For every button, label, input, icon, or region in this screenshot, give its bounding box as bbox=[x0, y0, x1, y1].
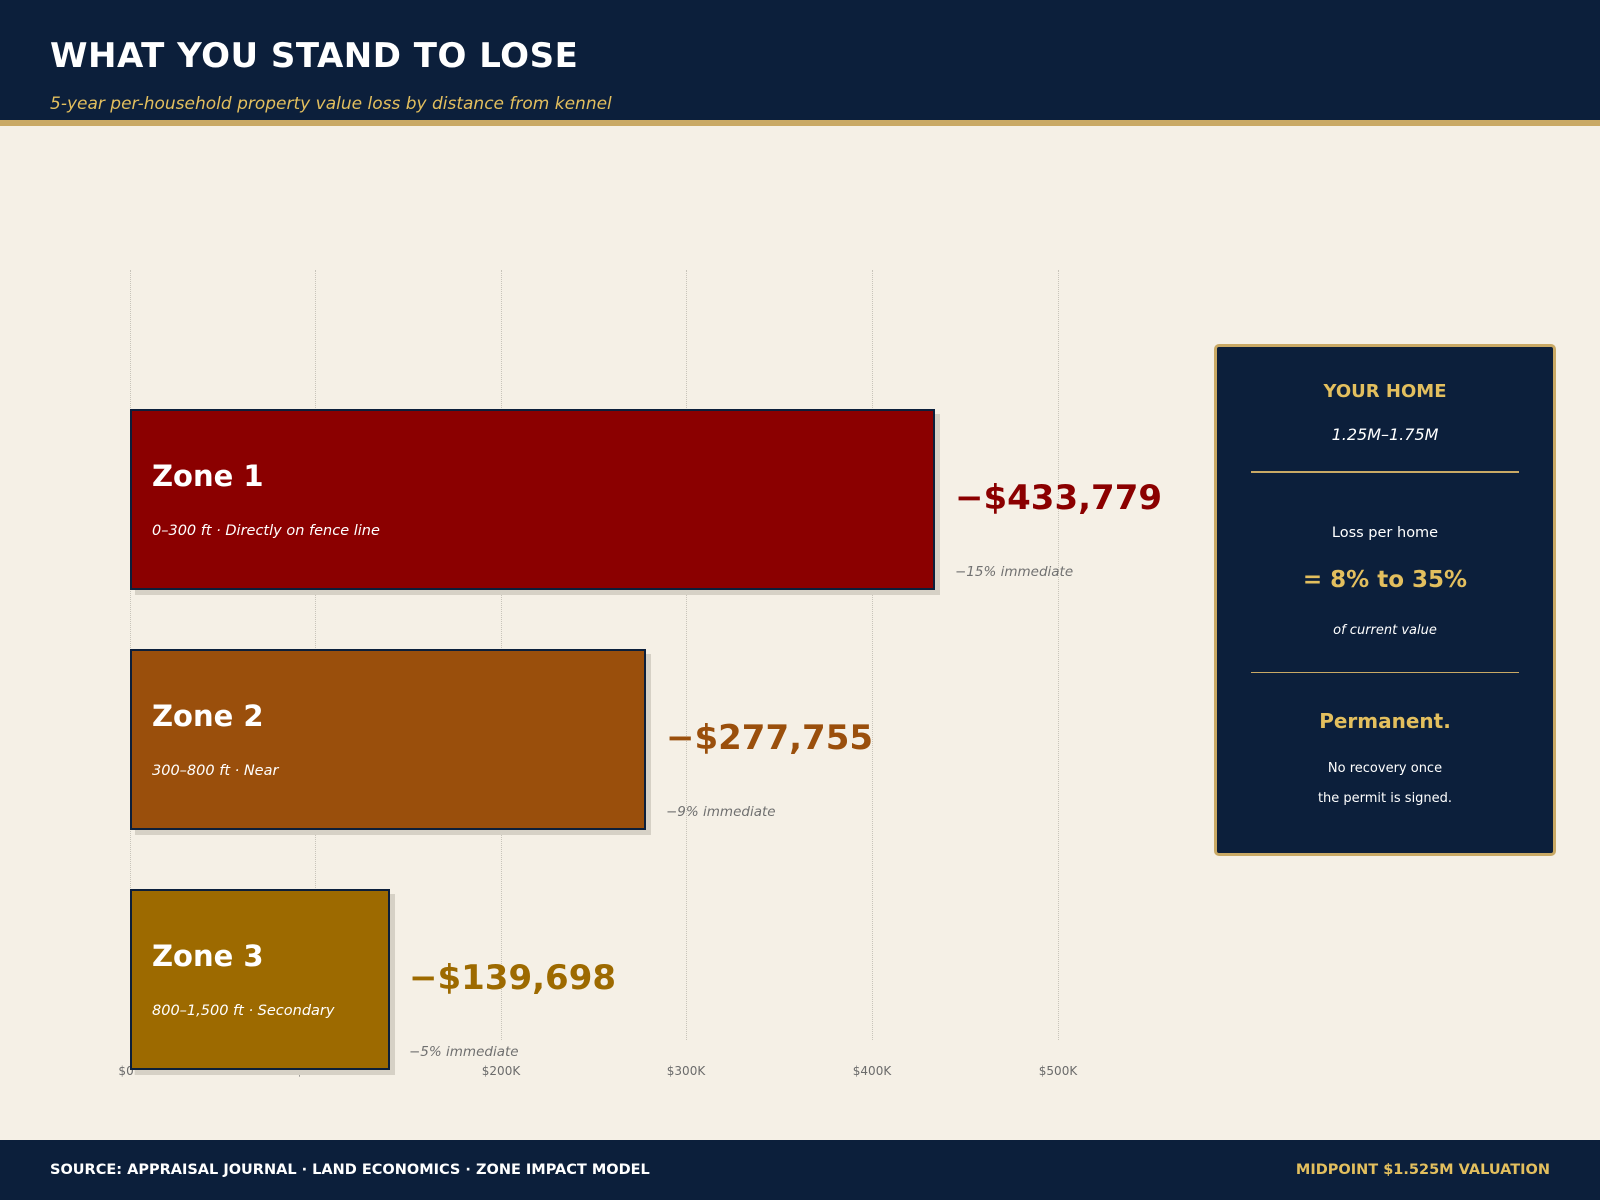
zone-label: Zone 3 bbox=[152, 939, 264, 973]
gridline-300k bbox=[686, 270, 687, 1040]
source-citation: SOURCE: APPRAISAL JOURNAL · LAND ECONOMI… bbox=[50, 1162, 650, 1178]
gridline-400k bbox=[872, 270, 873, 1040]
bar-fill: Zone 1 0–300 ft · Directly on fence line bbox=[130, 409, 935, 590]
permanent-heading: Permanent. bbox=[1319, 709, 1451, 733]
panel-divider bbox=[1251, 471, 1519, 473]
zone-3-loss-value: −$139,698 bbox=[409, 958, 617, 998]
x-tick-label: $200K bbox=[481, 1064, 521, 1078]
panel-divider bbox=[1251, 672, 1519, 673]
footer: SOURCE: APPRAISAL JOURNAL · LAND ECONOMI… bbox=[0, 1140, 1600, 1200]
bar-zone-2: Zone 2 300–800 ft · Near bbox=[130, 649, 651, 835]
gridline-500k bbox=[1058, 270, 1059, 1040]
x-tick-label: $300K bbox=[666, 1064, 706, 1078]
zone-1-loss-value: −$433,779 bbox=[955, 478, 1163, 518]
zone-2-immediate-note: −9% immediate bbox=[666, 804, 776, 820]
zone-description: 800–1,500 ft · Secondary bbox=[152, 1003, 335, 1019]
zone-label: Zone 1 bbox=[152, 459, 264, 493]
x-tick-label: $500K bbox=[1038, 1064, 1078, 1078]
zone-label: Zone 2 bbox=[152, 699, 264, 733]
bar-fill: Zone 3 800–1,500 ft · Secondary bbox=[130, 889, 390, 1070]
your-home-panel: YOUR HOME 1.25M–1.75M Loss per home = 8%… bbox=[1214, 344, 1556, 856]
zone-3-immediate-note: −5% immediate bbox=[409, 1044, 519, 1060]
zone-description: 300–800 ft · Near bbox=[152, 763, 279, 779]
page-title: WHAT YOU STAND TO LOSE bbox=[50, 36, 579, 76]
zone-1-immediate-note: −15% immediate bbox=[955, 564, 1074, 580]
panel-title: YOUR HOME bbox=[1323, 381, 1447, 402]
loss-percentage: = 8% to 35% bbox=[1302, 567, 1468, 593]
permanent-note-line-1: No recovery once bbox=[1327, 761, 1443, 776]
page-subtitle: 5-year per-household property value loss… bbox=[50, 94, 612, 114]
bar-chart: $0K $100K $200K $300K $400K $500K Zone 1… bbox=[118, 270, 1163, 1078]
bar-zone-3: Zone 3 800–1,500 ft · Secondary bbox=[130, 889, 395, 1075]
loss-per-home-label: Loss per home bbox=[1331, 525, 1439, 541]
bar-fill: Zone 2 300–800 ft · Near bbox=[130, 649, 646, 830]
midpoint-valuation: MIDPOINT $1.525M VALUATION bbox=[1295, 1162, 1550, 1178]
zone-2-loss-value: −$277,755 bbox=[666, 718, 874, 758]
home-value-range: 1.25M–1.75M bbox=[1331, 425, 1439, 444]
header: WHAT YOU STAND TO LOSE 5-year per-househ… bbox=[0, 0, 1600, 120]
zone-description: 0–300 ft · Directly on fence line bbox=[152, 523, 380, 539]
x-tick-label: $400K bbox=[852, 1064, 892, 1078]
header-divider bbox=[0, 120, 1600, 126]
bar-zone-1: Zone 1 0–300 ft · Directly on fence line bbox=[130, 409, 940, 595]
permanent-note-line-2: the permit is signed. bbox=[1317, 791, 1453, 806]
loss-percentage-caption: of current value bbox=[1333, 623, 1437, 638]
